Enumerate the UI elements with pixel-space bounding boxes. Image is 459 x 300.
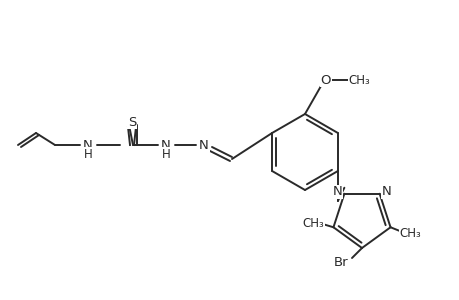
Text: N: N [83,139,93,152]
Text: N: N [199,139,208,152]
Text: N: N [161,139,170,152]
Text: CH₃: CH₃ [347,74,369,86]
Text: CH₃: CH₃ [302,217,324,230]
Text: CH₃: CH₃ [399,227,420,240]
Text: H: H [84,148,92,160]
Text: N: N [381,185,391,198]
Text: H: H [161,148,170,160]
Text: Br: Br [333,256,347,269]
Text: O: O [320,74,330,86]
Text: S: S [128,116,136,128]
Text: N: N [332,185,341,198]
